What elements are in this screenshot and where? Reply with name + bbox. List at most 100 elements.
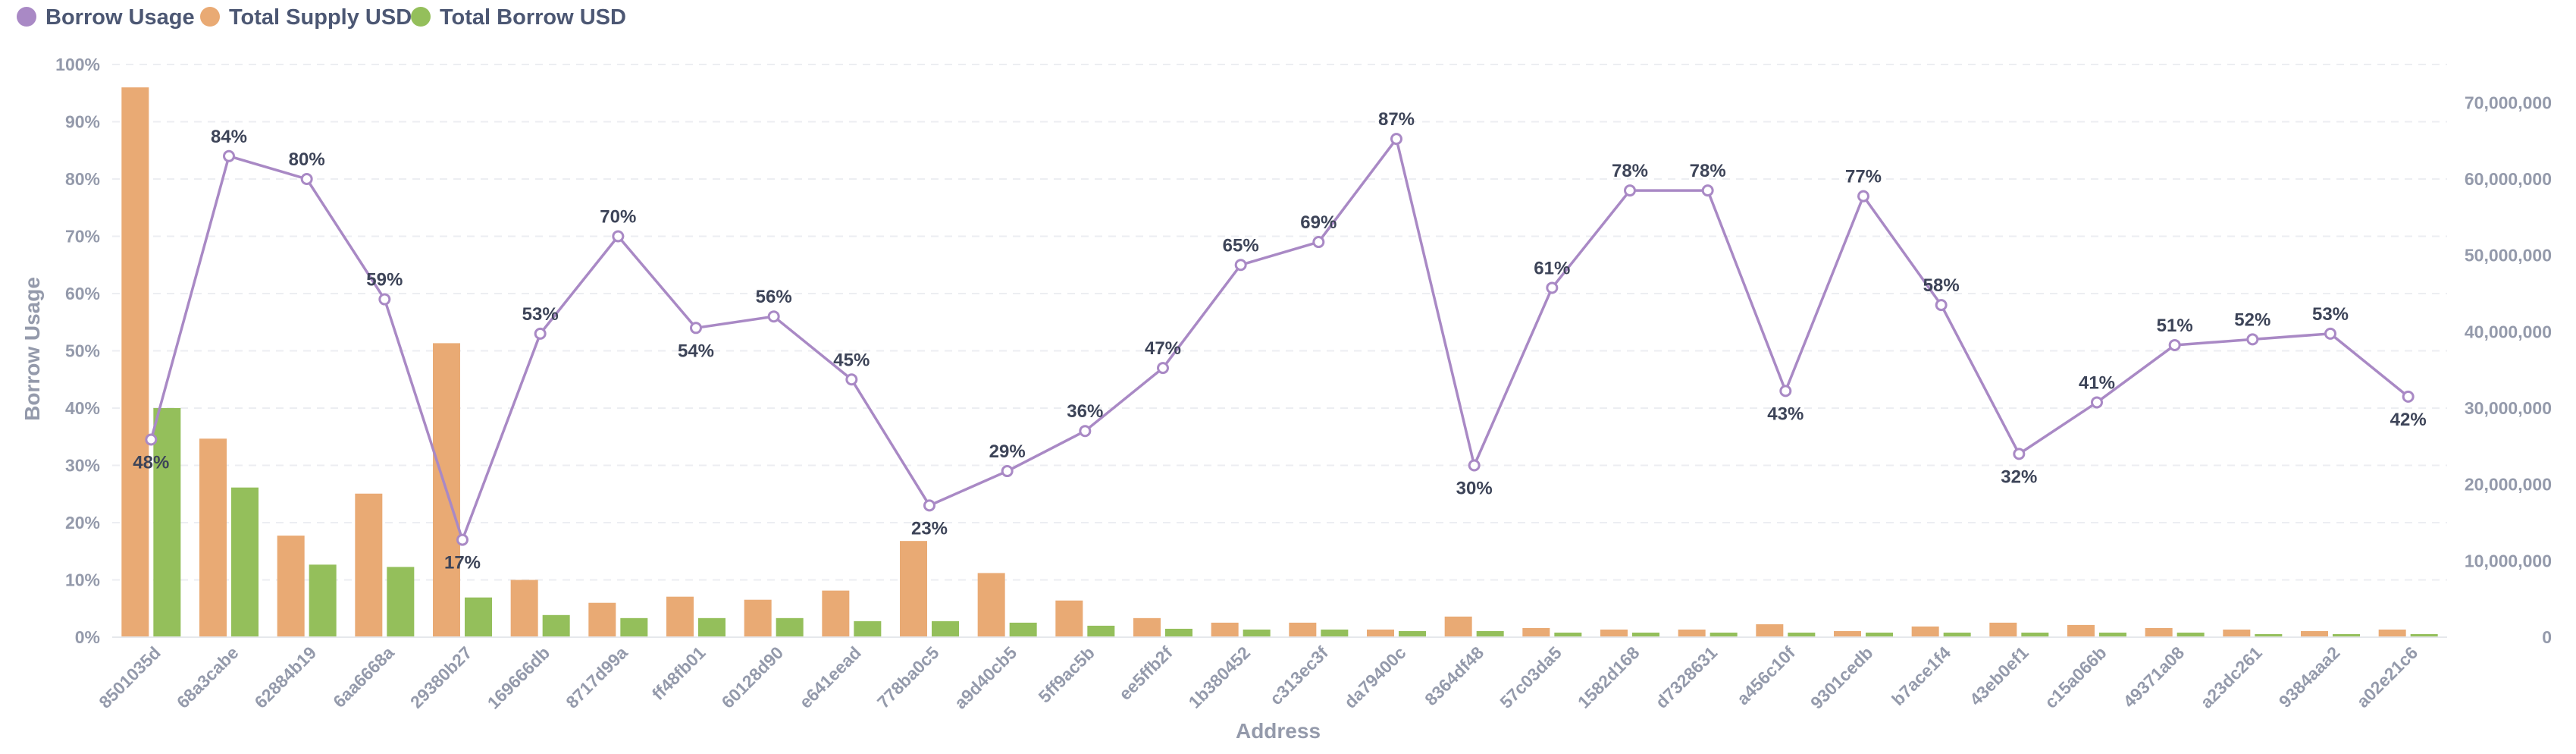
bar-total-borrow[interactable] (1009, 622, 1037, 637)
bar-total-supply[interactable] (1756, 624, 1784, 637)
borrow-usage-point[interactable] (145, 433, 158, 446)
borrow-usage-point[interactable] (1624, 184, 1636, 197)
bar-total-borrow[interactable] (1866, 632, 1893, 637)
borrow-usage-point[interactable] (534, 327, 547, 340)
bar-total-supply[interactable] (2067, 624, 2095, 637)
bar-total-supply[interactable] (2223, 629, 2251, 637)
bar-total-supply[interactable] (355, 493, 383, 637)
bar-total-borrow[interactable] (2410, 633, 2438, 637)
bar-total-borrow[interactable] (2333, 633, 2360, 637)
bar-total-borrow[interactable] (465, 597, 492, 637)
bar-total-supply[interactable] (977, 573, 1005, 637)
borrow-usage-point[interactable] (1390, 133, 1402, 146)
legend-item-total-borrow[interactable]: Total Borrow USD (411, 5, 626, 30)
bar-total-borrow[interactable] (387, 567, 415, 637)
borrow-usage-point[interactable] (1001, 465, 1014, 478)
bar-total-borrow[interactable] (542, 614, 570, 637)
bar-total-borrow[interactable] (1243, 629, 1271, 637)
bar-total-supply[interactable] (1289, 622, 1317, 637)
borrow-usage-point[interactable] (1079, 425, 1092, 438)
bar-total-borrow[interactable] (2176, 632, 2205, 637)
y-tick-label: 60% (65, 284, 100, 303)
bar-total-supply[interactable] (1444, 616, 1472, 637)
bar-total-borrow[interactable] (2099, 632, 2126, 637)
borrow-usage-point[interactable] (690, 322, 702, 335)
borrow-usage-point[interactable] (1234, 259, 1247, 272)
bar-total-borrow[interactable] (1632, 632, 1659, 637)
bar-total-borrow[interactable] (1087, 625, 1115, 637)
bar-total-supply[interactable] (1367, 629, 1394, 637)
borrow-usage-point[interactable] (1935, 299, 1948, 312)
bar-total-borrow[interactable] (1943, 632, 1971, 637)
bar-total-supply[interactable] (2378, 629, 2406, 637)
borrow-usage-point[interactable] (2168, 338, 2181, 351)
bar-total-supply[interactable] (277, 536, 305, 637)
y-tick-label: 10% (65, 570, 100, 590)
x-tick-label: 29380b27 (406, 642, 476, 712)
bar-total-supply[interactable] (1522, 627, 1550, 637)
bar-total-borrow[interactable] (1554, 632, 1582, 637)
borrow-usage-data-label: 36% (1067, 401, 1103, 422)
bar-total-borrow[interactable] (776, 617, 804, 637)
borrow-usage-point[interactable] (1312, 236, 1325, 249)
legend-item-borrow-usage[interactable]: Borrow Usage (17, 5, 195, 30)
bar-total-borrow[interactable] (231, 487, 259, 637)
borrow-usage-point[interactable] (2091, 396, 2103, 409)
borrow-usage-point[interactable] (923, 499, 935, 512)
bar-total-borrow[interactable] (932, 620, 959, 637)
y-tick-label: 90% (65, 112, 100, 132)
bar-total-supply[interactable] (1911, 626, 1939, 637)
bar-total-borrow[interactable] (1399, 630, 1426, 637)
borrow-usage-point[interactable] (2246, 333, 2259, 346)
bar-total-borrow[interactable] (698, 617, 725, 637)
borrow-usage-point[interactable] (1157, 362, 1169, 375)
bar-total-supply[interactable] (1211, 622, 1239, 637)
bar-total-borrow[interactable] (309, 564, 337, 637)
borrow-usage-point[interactable] (1779, 385, 1792, 397)
borrow-usage-point[interactable] (612, 230, 625, 243)
borrow-usage-point[interactable] (1468, 459, 1481, 472)
x-tick-label: 49371a08 (2119, 642, 2188, 712)
borrow-usage-point[interactable] (223, 149, 235, 162)
bar-total-supply[interactable] (744, 599, 772, 637)
bar-total-borrow[interactable] (153, 408, 181, 637)
bar-total-supply[interactable] (1989, 622, 2017, 637)
bar-total-supply[interactable] (1834, 630, 1861, 637)
legend-item-total-supply[interactable]: Total Supply USD (200, 5, 412, 30)
bar-total-borrow[interactable] (620, 617, 648, 637)
bar-total-supply[interactable] (666, 596, 694, 637)
bar-total-supply[interactable] (199, 438, 227, 637)
bar-total-borrow[interactable] (1788, 632, 1816, 637)
bar-total-supply[interactable] (2301, 630, 2328, 637)
bar-total-supply[interactable] (1133, 617, 1161, 637)
borrow-usage-point[interactable] (1701, 184, 1714, 197)
bar-total-supply[interactable] (1055, 600, 1083, 637)
bar-total-supply[interactable] (121, 87, 149, 637)
borrow-usage-point[interactable] (2324, 327, 2336, 340)
borrow-usage-point[interactable] (2402, 390, 2415, 403)
legend-label-borrow-usage: Borrow Usage (45, 5, 195, 30)
bar-total-supply[interactable] (2145, 627, 2173, 637)
borrow-usage-point[interactable] (2013, 448, 2026, 460)
bar-total-borrow[interactable] (854, 620, 882, 637)
x-tick-label: 1b380452 (1185, 642, 1255, 712)
bar-total-borrow[interactable] (1476, 630, 1504, 637)
borrow-usage-point[interactable] (767, 310, 780, 323)
bar-total-supply[interactable] (510, 580, 538, 638)
bar-total-borrow[interactable] (2255, 633, 2283, 637)
bar-total-borrow[interactable] (1321, 629, 1349, 637)
borrow-usage-point[interactable] (1857, 190, 1869, 203)
borrow-usage-point[interactable] (456, 533, 469, 546)
bar-total-borrow[interactable] (2021, 632, 2049, 637)
borrow-usage-point[interactable] (1546, 281, 1559, 294)
bar-total-supply[interactable] (822, 590, 850, 637)
bar-total-supply[interactable] (900, 541, 927, 637)
bar-total-borrow[interactable] (1165, 628, 1192, 637)
borrow-usage-point[interactable] (845, 373, 858, 386)
bar-total-borrow[interactable] (1709, 632, 1738, 637)
bar-total-supply[interactable] (1678, 629, 1706, 637)
borrow-usage-point[interactable] (300, 173, 313, 185)
bar-total-supply[interactable] (588, 602, 616, 637)
bar-total-supply[interactable] (1600, 629, 1628, 637)
borrow-usage-point[interactable] (378, 293, 391, 306)
